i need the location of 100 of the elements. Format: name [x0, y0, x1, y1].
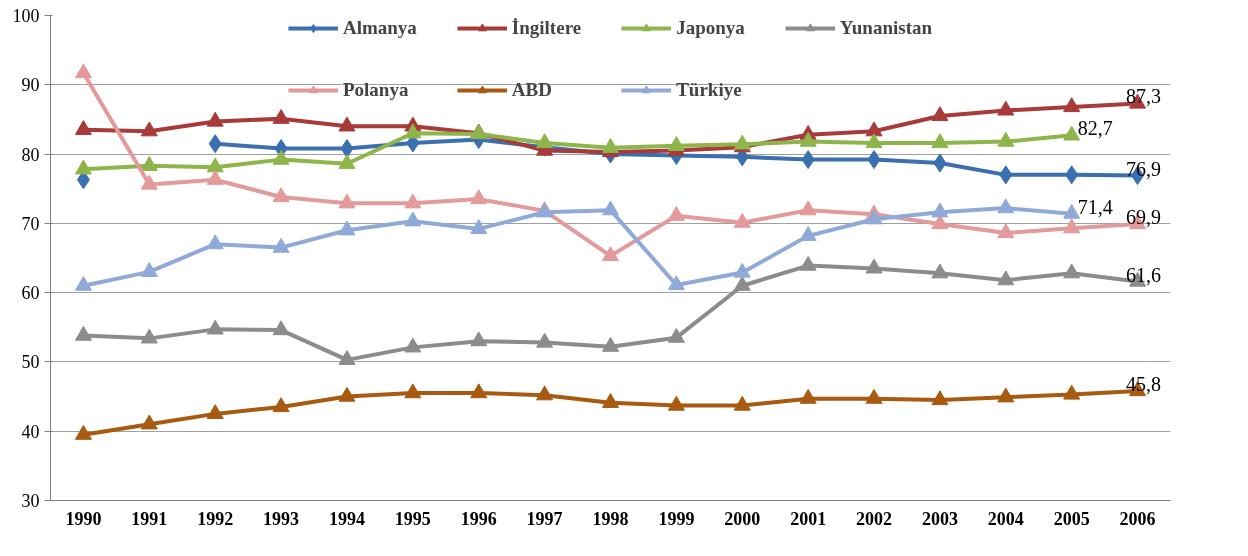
x-tick-label: 1996: [460, 508, 497, 529]
point: [1063, 218, 1081, 234]
point: [667, 206, 685, 221]
point: [602, 246, 619, 262]
y-tick-label: 40: [21, 421, 40, 442]
point: [536, 385, 554, 401]
point: [404, 337, 422, 353]
point: [931, 133, 949, 149]
data-label: 61,6: [1126, 263, 1162, 286]
point: [799, 226, 817, 241]
point: [799, 255, 817, 271]
point: [206, 157, 224, 173]
point: [272, 397, 290, 413]
y-tick-label: 90: [21, 75, 40, 96]
x-tick-label: 1991: [131, 508, 168, 529]
point: [733, 275, 751, 291]
point: [140, 414, 158, 430]
point: [799, 200, 817, 216]
point: [602, 138, 619, 153]
point: [997, 387, 1015, 403]
legend-label: Japonya: [676, 17, 745, 39]
point: [931, 202, 949, 218]
legend-label: Almanya: [342, 17, 417, 39]
point: [865, 258, 883, 274]
x-tick-label: 2003: [921, 508, 958, 529]
point: [74, 325, 92, 341]
legend-label: Polanya: [342, 79, 409, 101]
x-tick-label: 1999: [658, 508, 695, 529]
data-label: 76,9: [1126, 157, 1162, 180]
point: [667, 395, 685, 411]
point: [865, 388, 883, 404]
point: [206, 234, 224, 250]
point: [997, 270, 1015, 286]
point: [272, 149, 290, 165]
x-tick-label: 1995: [394, 508, 431, 529]
point: [140, 174, 158, 190]
data-label: 45,8: [1126, 373, 1162, 396]
y-tick-label: 60: [21, 283, 40, 304]
point: [1063, 97, 1081, 113]
legend-label: Yunanistan: [839, 17, 933, 39]
point: [470, 189, 488, 205]
x-tick-label: 1998: [592, 508, 629, 529]
point: [140, 328, 158, 344]
x-tick-label: 1990: [65, 508, 102, 529]
point: [404, 383, 422, 399]
point: [602, 336, 619, 352]
point: [338, 154, 356, 169]
data-label: 82,7: [1077, 117, 1113, 140]
x-tick-label: 2000: [724, 508, 761, 529]
point: [931, 390, 949, 406]
point: [865, 209, 883, 225]
data-label: 87,3: [1126, 85, 1162, 108]
point: [338, 116, 356, 132]
point: [799, 388, 817, 404]
y-tick-label: 80: [21, 144, 40, 165]
point: [404, 193, 422, 209]
point: [997, 100, 1015, 116]
point: [733, 212, 751, 228]
point: [667, 275, 685, 291]
legend-label: ABD: [511, 79, 552, 101]
point: [470, 383, 488, 399]
x-tick-label: 1994: [328, 508, 365, 529]
legend-label: Türkiye: [676, 79, 742, 101]
x-tick-label: 1992: [197, 508, 234, 529]
point: [799, 131, 817, 147]
point: [404, 211, 422, 227]
point: [74, 159, 92, 175]
point: [272, 187, 290, 203]
y-tick-label: 100: [12, 6, 40, 26]
x-tick-label: 1993: [263, 508, 300, 529]
point: [206, 169, 224, 185]
point: [1063, 384, 1081, 400]
y-tick-label: 50: [21, 352, 40, 373]
point: [602, 200, 619, 216]
x-tick-label: 2001: [790, 508, 827, 529]
point: [470, 331, 488, 347]
point: [140, 262, 158, 277]
y-tick-label: 30: [21, 491, 40, 511]
point: [1063, 263, 1081, 279]
point: [865, 121, 883, 137]
x-tick-label: 2006: [1119, 508, 1156, 529]
point: [470, 219, 488, 235]
point: [536, 133, 554, 149]
point: [206, 319, 224, 335]
data-label: 71,4: [1077, 195, 1113, 218]
y-tick-label: 70: [21, 213, 40, 234]
x-tick-label: 2002: [856, 508, 893, 529]
point: [404, 123, 422, 139]
point: [667, 136, 685, 151]
point: [733, 395, 751, 411]
x-tick-label: 1997: [526, 508, 563, 529]
point: [272, 237, 290, 253]
point: [997, 131, 1015, 147]
point: [74, 275, 92, 291]
point: [931, 263, 949, 279]
data-label: 69,9: [1126, 206, 1162, 229]
point: [206, 111, 224, 127]
point: [931, 106, 949, 122]
point: [997, 198, 1015, 214]
point: [272, 109, 290, 124]
